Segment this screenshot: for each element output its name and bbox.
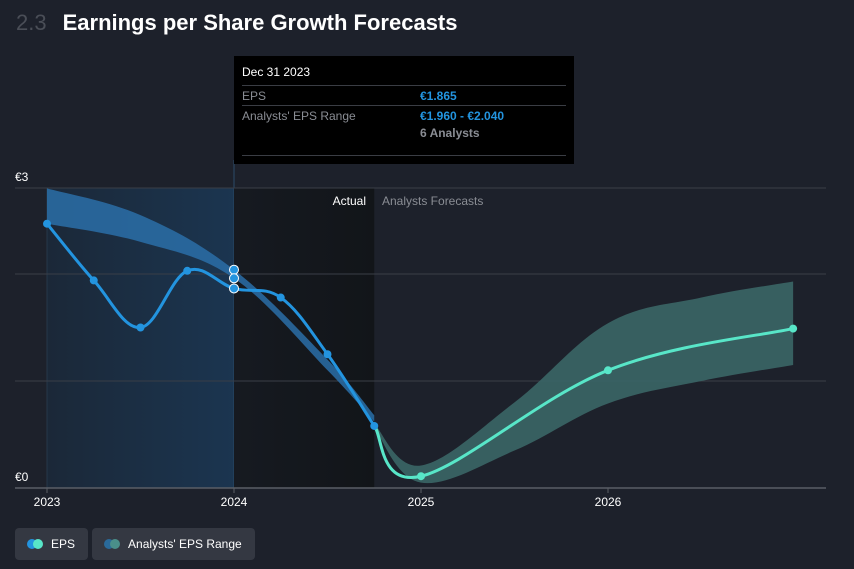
tooltip-label: Analysts' EPS Range	[242, 109, 356, 123]
eps-actual-point	[370, 421, 379, 430]
legend-label: Analysts' EPS Range	[128, 537, 242, 551]
tooltip-row-range: Analysts' EPS Range €1.960 - €2.040	[242, 106, 566, 125]
x-tick-label: 2025	[408, 495, 435, 509]
highlight-point	[229, 273, 239, 284]
tooltip: Dec 31 2023 EPS €1.865 Analysts' EPS Ran…	[234, 56, 574, 164]
legend-item-eps[interactable]: EPS	[15, 528, 89, 560]
eps-actual-point	[136, 323, 145, 332]
tooltip-date: Dec 31 2023	[242, 65, 566, 86]
tooltip-analysts-count: 6 Analysts	[420, 126, 480, 140]
eps-range-band-past	[47, 188, 375, 422]
highlight-point	[229, 264, 239, 275]
eps-actual-point	[323, 350, 332, 359]
header: 2.3 Earnings per Share Growth Forecasts	[16, 10, 458, 36]
eps-range-legend-icon	[104, 539, 121, 549]
y-tick-label-top: €3	[15, 170, 29, 184]
eps-forecast-line	[372, 327, 794, 480]
eps-forecast-point	[604, 366, 612, 375]
forecast-region-label: Analysts Forecasts	[382, 194, 483, 208]
highlight-point	[229, 283, 239, 294]
eps-actual-point	[183, 266, 192, 275]
eps-actual-point	[43, 219, 51, 228]
legend-item-eps-range[interactable]: Analysts' EPS Range	[92, 528, 255, 560]
tooltip-row-eps: EPS €1.865	[242, 86, 566, 106]
actual-region-label: Actual	[333, 194, 366, 208]
tooltip-value: €1.960 - €2.040	[420, 109, 505, 123]
eps-actual-point	[276, 293, 285, 302]
x-tick-label: 2023	[34, 495, 61, 509]
eps-actual-point	[89, 276, 98, 285]
x-tick-label: 2026	[595, 495, 622, 509]
legend-label: EPS	[51, 537, 76, 551]
page-title: Earnings per Share Growth Forecasts	[62, 10, 458, 35]
eps-legend-icon	[27, 539, 43, 549]
y-tick-label-bottom: €0	[15, 470, 29, 484]
tooltip-label: EPS	[242, 89, 267, 103]
tooltip-value: €1.865	[420, 89, 457, 103]
section-number: 2.3	[16, 10, 47, 35]
eps-forecast-point	[417, 472, 425, 481]
tooltip-divider	[242, 155, 566, 156]
eps-forecast-point	[789, 324, 798, 333]
x-tick-label: 2024	[221, 495, 248, 509]
legend: EPS Analysts' EPS Range	[15, 528, 255, 560]
